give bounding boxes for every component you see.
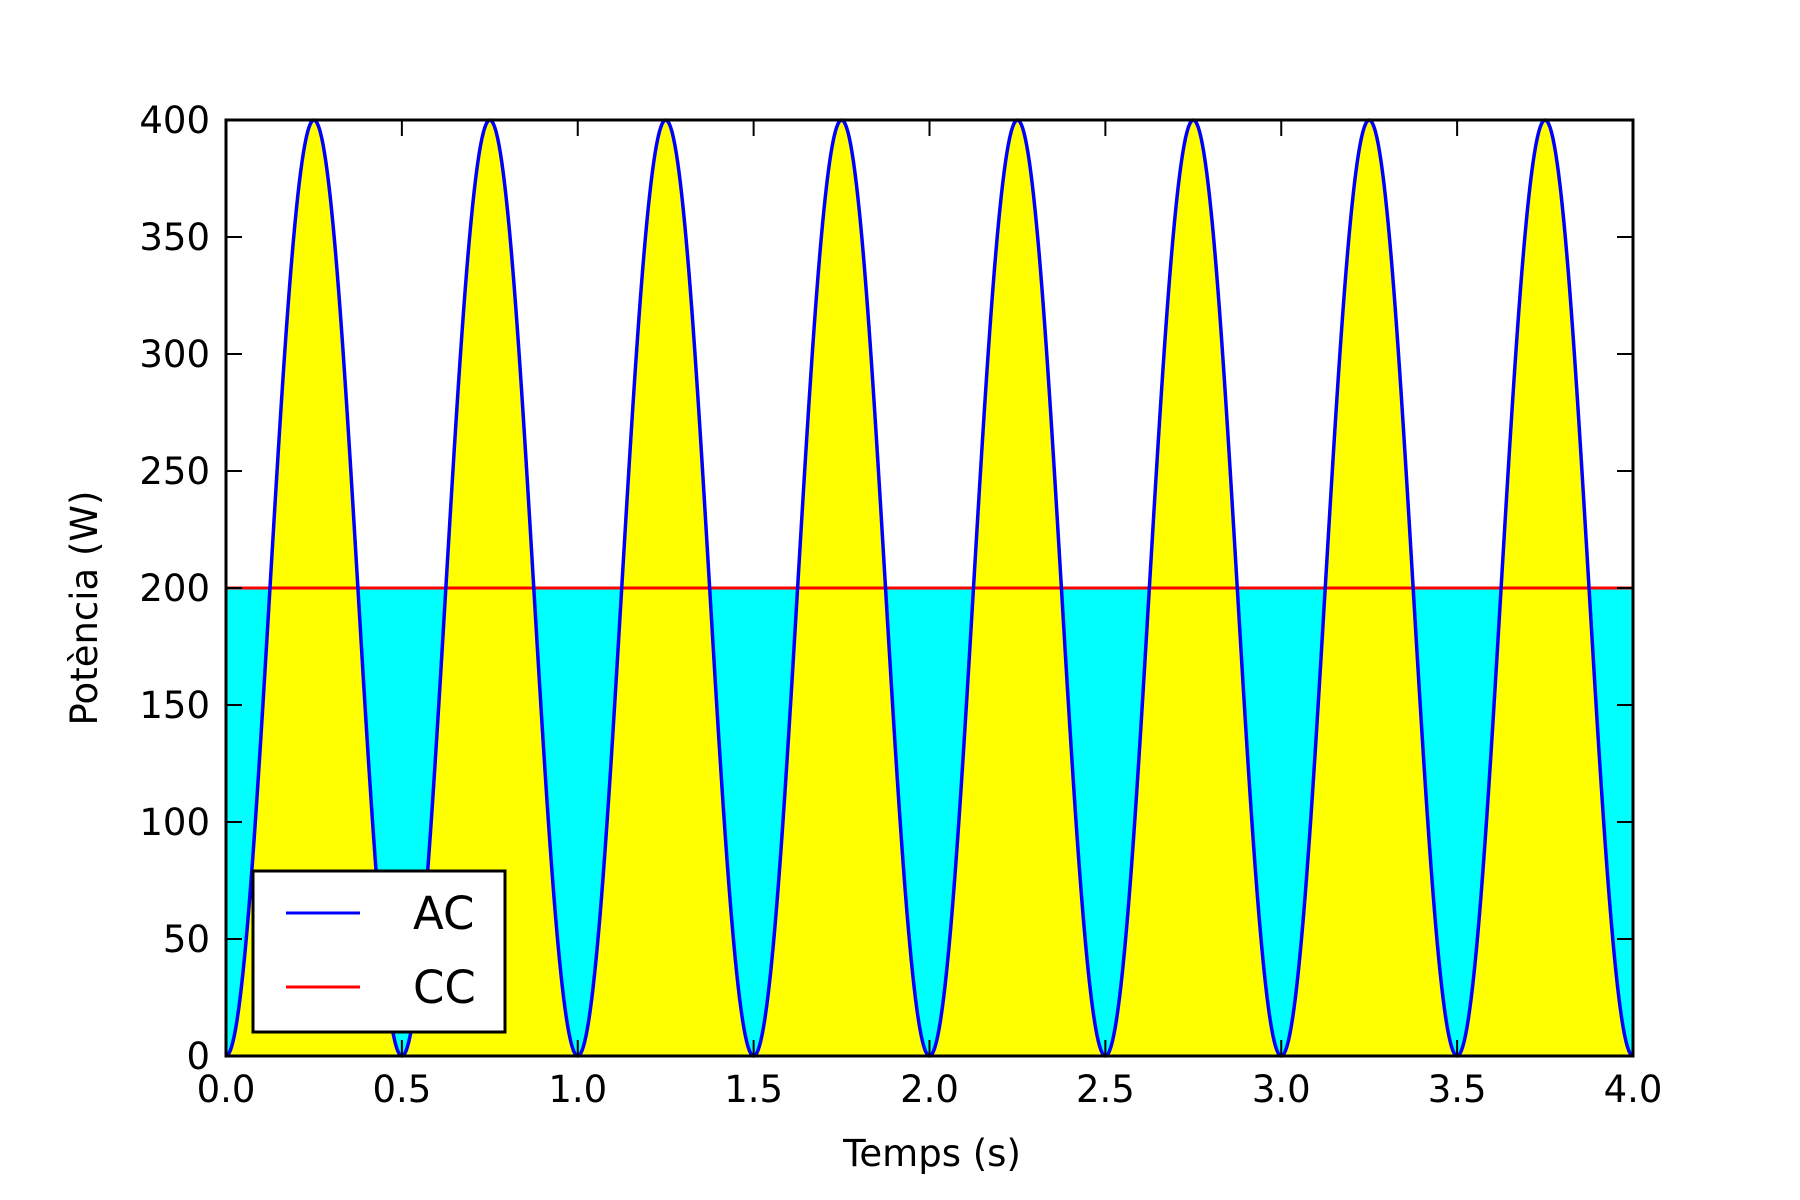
axis-ticks xyxy=(225,119,1634,1057)
x-tick-label: 2.0 xyxy=(900,1068,959,1111)
x-tick-label: 4.0 xyxy=(1604,1068,1663,1111)
x-tick-label: 1.0 xyxy=(548,1068,607,1111)
x-axis-label: Temps (s) xyxy=(842,1132,1021,1175)
x-tick-label: 1.5 xyxy=(724,1068,783,1111)
y-axis-label: Potència (W) xyxy=(63,491,106,726)
y-tick-label: 250 xyxy=(139,450,210,493)
y-tick-label: 100 xyxy=(139,801,210,844)
y-tick-label: 400 xyxy=(139,99,210,142)
x-tick-label: 0.0 xyxy=(197,1068,256,1111)
tick-labels: 0.0 0.5 1.0 1.5 2.0 2.5 3.0 3.5 4.0 0 50 100 150 200 2… xyxy=(139,99,1662,1111)
y-tick-label: 300 xyxy=(139,333,210,376)
legend-label-ac: AC xyxy=(413,887,474,940)
y-tick-label: 350 xyxy=(139,216,210,259)
x-tick-label: 2.5 xyxy=(1076,1068,1135,1111)
fill-below-cc xyxy=(226,588,1633,1056)
y-tick-label: 200 xyxy=(139,567,210,610)
x-tick-label: 3.5 xyxy=(1428,1068,1487,1111)
y-tick-label: 150 xyxy=(139,684,210,727)
y-tick-label: 50 xyxy=(163,918,210,961)
legend-box xyxy=(251,869,507,1034)
legend-label-cc: CC xyxy=(413,961,476,1014)
legend: AC CC xyxy=(251,869,507,1034)
y-tick-label: 0 xyxy=(186,1035,210,1078)
x-tick-label: 3.0 xyxy=(1252,1068,1311,1111)
x-tick-label: 0.5 xyxy=(372,1068,431,1111)
